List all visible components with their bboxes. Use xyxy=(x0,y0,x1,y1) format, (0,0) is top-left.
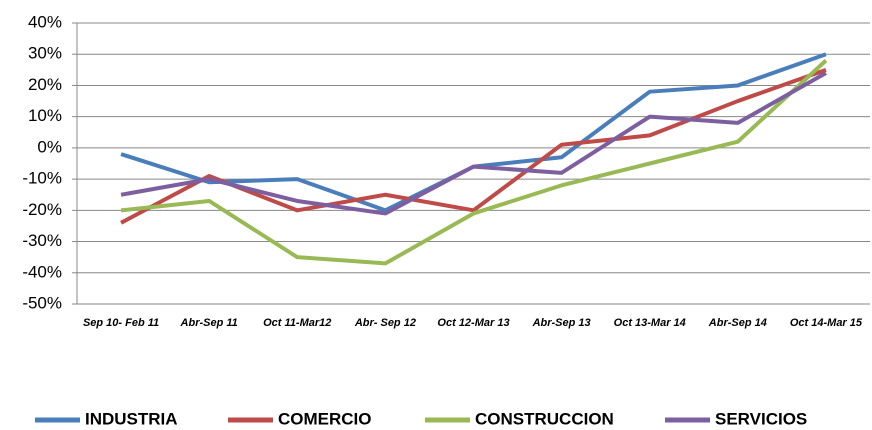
legend-label: COMERCIO xyxy=(278,409,372,428)
y-tick-label: -10% xyxy=(22,169,62,188)
legend-label: SERVICIOS xyxy=(715,409,807,428)
y-tick-label: -40% xyxy=(22,262,62,281)
y-tick-label: 10% xyxy=(28,106,62,125)
x-tick-label: Oct 13-Mar 14 xyxy=(614,317,686,329)
y-tick-label: -50% xyxy=(22,293,62,312)
x-tick-label: Abr- Sep 12 xyxy=(354,317,416,329)
y-tick-label: 0% xyxy=(37,137,62,156)
x-tick-label: Abr-Sep 13 xyxy=(532,317,591,329)
y-tick-label: -30% xyxy=(22,231,62,250)
legend-label: CONSTRUCCION xyxy=(475,409,614,428)
x-tick-label: Abr-Sep 14 xyxy=(708,317,767,329)
x-tick-label: Abr-Sep 11 xyxy=(180,317,238,329)
y-tick-label: 30% xyxy=(28,44,62,63)
y-tick-label: 20% xyxy=(28,75,62,94)
x-tick-label: Oct 14-Mar 15 xyxy=(790,317,863,329)
x-tick-label: Sep 10- Feb 11 xyxy=(83,317,159,329)
x-tick-label: Oct 11-Mar12 xyxy=(263,317,331,329)
y-tick-label: -20% xyxy=(22,200,62,219)
legend-label: INDUSTRIA xyxy=(85,409,178,428)
series-line xyxy=(120,52,827,213)
x-tick-label: Oct 12-Mar 13 xyxy=(437,317,509,329)
series-line xyxy=(120,71,827,216)
y-tick-label: 40% xyxy=(28,12,62,31)
series-line xyxy=(120,58,828,266)
